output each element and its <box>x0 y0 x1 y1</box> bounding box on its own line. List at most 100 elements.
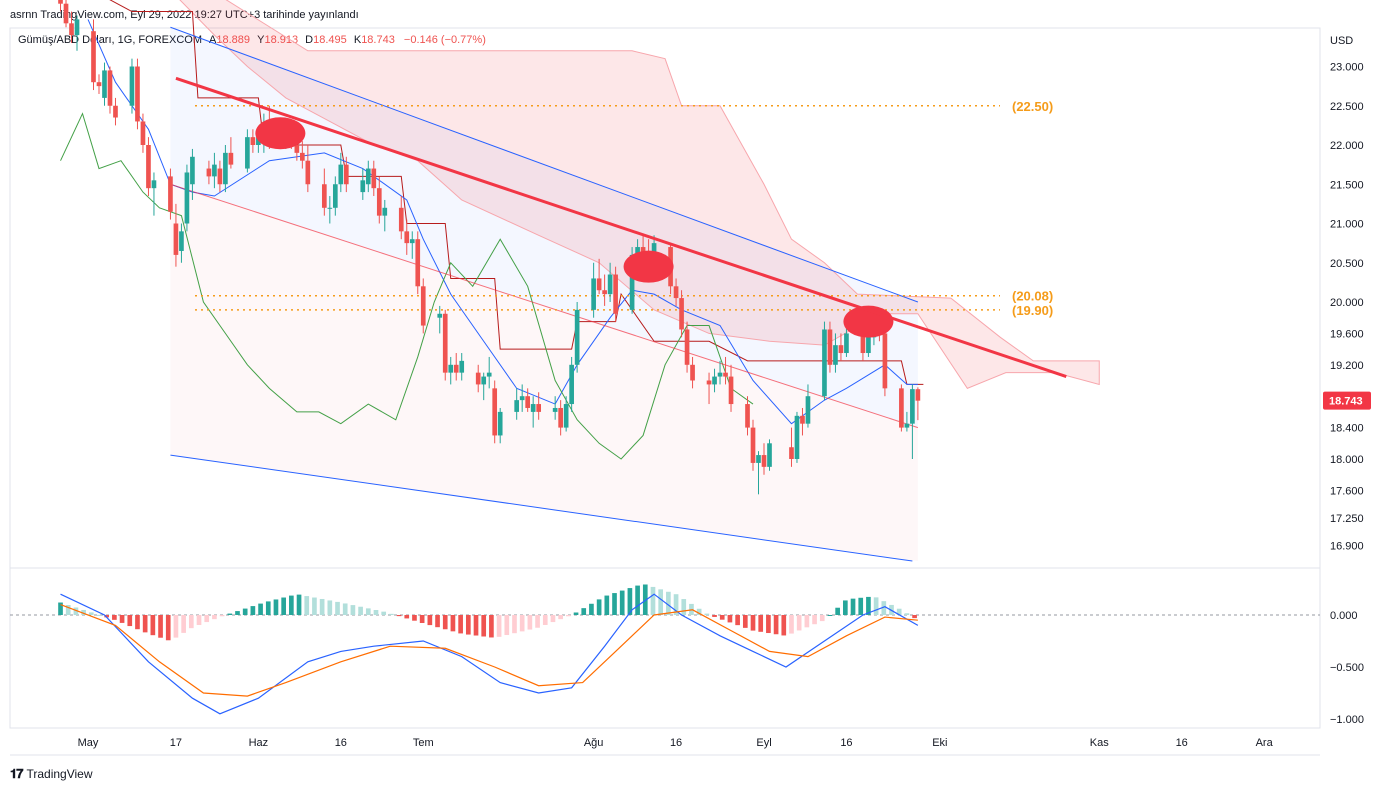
candle-body-95 <box>794 415 800 459</box>
candle-body-21 <box>217 168 223 185</box>
candle-4 <box>91 19 96 91</box>
candle-80 <box>673 278 679 306</box>
price-tick-8: 19.600 <box>1330 328 1364 340</box>
publisher-caption: asrnn TradingView.com, Eyl 29, 2022 19:2… <box>10 9 359 21</box>
macd-histogram-bar-72 <box>612 593 617 615</box>
candle-body-63 <box>536 404 542 412</box>
candle-body-15 <box>173 223 179 255</box>
high-label: Y <box>257 34 265 46</box>
candle-body-1 <box>63 3 69 24</box>
candle-body-80 <box>673 286 679 299</box>
candle-body-87 <box>723 372 728 377</box>
macd-histogram-bar-93 <box>773 615 779 635</box>
level-label-2: (19.90) <box>1012 303 1053 318</box>
candle-24 <box>245 129 250 173</box>
macd-histogram-bar-40 <box>365 608 371 615</box>
time-label-0: May <box>78 737 99 749</box>
candle-65 <box>558 400 563 436</box>
macd-histogram-bar-103 <box>850 598 856 615</box>
candle-body-100 <box>833 345 838 365</box>
macd-histogram-bar-70 <box>596 599 602 615</box>
candle-body-3 <box>74 19 80 36</box>
macd-histogram-bar-80 <box>673 594 679 615</box>
macd-histogram-bar-6 <box>104 615 110 618</box>
candle-33 <box>305 145 311 193</box>
time-label-1: 17 <box>170 737 182 749</box>
candle-69 <box>591 262 596 318</box>
macd-histogram-bar-30 <box>289 595 294 615</box>
macd-histogram-bar-50 <box>442 615 448 630</box>
candle-body-81 <box>679 298 684 330</box>
candle-40 <box>365 160 371 193</box>
macd-histogram-bar-11 <box>142 615 148 633</box>
level-label-1: (20.08) <box>1012 289 1053 304</box>
candle-body-96 <box>800 415 805 424</box>
macd-histogram-bar-100 <box>827 615 833 616</box>
candle-66 <box>563 396 569 432</box>
open-value: 18.889 <box>216 34 251 46</box>
macd-histogram-bar-24 <box>242 608 248 615</box>
candle-body-0 <box>58 0 63 4</box>
candle-56 <box>486 356 492 389</box>
candle-body-16 <box>179 231 184 251</box>
macd-histogram-bar-9 <box>127 615 133 627</box>
macd-histogram-bar-83 <box>696 608 702 615</box>
macd-histogram-bar-8 <box>119 615 125 623</box>
candle-body-74 <box>629 254 635 310</box>
macd-histogram-bar-73 <box>619 590 625 615</box>
symbol-name[interactable]: Gümüş/ABD Doları, 1G, FOREXCOM <box>18 34 202 46</box>
candle-1 <box>63 0 69 28</box>
macd-histogram-bar-86 <box>719 615 725 620</box>
macd-histogram-bar-91 <box>758 615 764 632</box>
macd-histogram-bar-92 <box>766 615 771 634</box>
candle-87 <box>723 356 728 385</box>
candle-70 <box>596 258 602 295</box>
macd-histogram-bar-87 <box>727 615 733 623</box>
candle-42 <box>376 176 382 224</box>
candle-body-9 <box>129 66 135 106</box>
price-tick-5: 21.000 <box>1330 219 1364 231</box>
candle-body-33 <box>305 160 311 185</box>
candle-110 <box>910 384 915 459</box>
macd-histogram-bar-28 <box>273 599 279 615</box>
candle-47 <box>415 231 421 295</box>
candle-body-71 <box>602 290 607 295</box>
macd-histogram-bar-45 <box>404 615 410 619</box>
candle-body-69 <box>591 278 596 310</box>
close-value: 18.743 <box>361 34 395 46</box>
macd-tick-0: 0.000 <box>1330 610 1358 622</box>
macd-histogram-bar-102 <box>843 600 848 615</box>
candle-body-2 <box>69 23 74 36</box>
candle-body-109 <box>904 423 910 428</box>
candle-36 <box>332 176 338 216</box>
trendline <box>175 76 1067 378</box>
macd-histogram-bar-58 <box>504 615 510 636</box>
candle-94 <box>789 427 794 467</box>
candle-body-68 <box>574 309 580 365</box>
candle-body-7 <box>107 70 113 106</box>
candle-52 <box>453 353 459 381</box>
macd-histogram-bar-20 <box>212 615 217 620</box>
candle-body-44 <box>398 207 404 232</box>
time-label-7: Eyl <box>756 737 771 749</box>
candle-body-4 <box>91 31 96 83</box>
macd-histogram-bar-60 <box>519 615 525 632</box>
candle-38 <box>343 156 349 193</box>
candle-body-8 <box>113 105 118 118</box>
candle-body-64 <box>552 407 558 412</box>
candle-body-22 <box>223 152 228 185</box>
candle-body-102 <box>844 333 849 354</box>
footer-brand-text: TradingView <box>26 767 93 781</box>
candle-body-18 <box>190 156 195 185</box>
candle-body-91 <box>756 455 761 463</box>
channel-lower-line <box>170 454 913 562</box>
time-label-11: 16 <box>1176 737 1188 749</box>
candle-body-6 <box>102 70 107 98</box>
macd-histogram-bar-94 <box>781 615 787 636</box>
candle-body-72 <box>607 274 613 295</box>
candle-body-101 <box>838 345 844 354</box>
last-price-value: 18.743 <box>1329 396 1363 408</box>
candle-63 <box>536 392 542 420</box>
macd-histogram-bar-68 <box>581 608 587 615</box>
